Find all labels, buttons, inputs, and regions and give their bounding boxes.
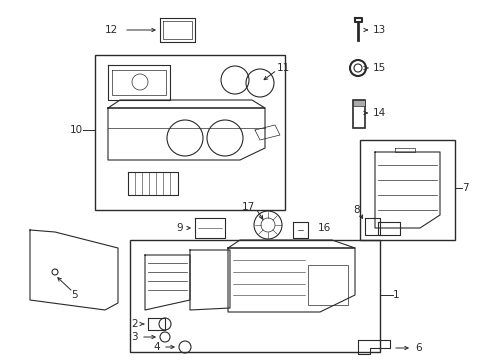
- Text: 5: 5: [72, 290, 78, 300]
- Text: 7: 7: [461, 183, 468, 193]
- Bar: [307, 265, 347, 305]
- Text: 13: 13: [372, 25, 386, 35]
- Text: 2: 2: [131, 319, 138, 329]
- Bar: [352, 100, 364, 128]
- Text: 12: 12: [104, 25, 118, 35]
- Bar: [352, 100, 364, 106]
- Text: 16: 16: [317, 223, 330, 233]
- Bar: [130, 240, 379, 352]
- Text: 14: 14: [372, 108, 386, 118]
- Text: 15: 15: [372, 63, 386, 73]
- Text: 9: 9: [176, 223, 183, 233]
- Text: 3: 3: [131, 332, 138, 342]
- Text: 17: 17: [241, 202, 254, 212]
- Text: 8: 8: [353, 205, 359, 215]
- Bar: [359, 140, 454, 240]
- Text: 4: 4: [153, 342, 160, 352]
- Text: 1: 1: [392, 290, 399, 300]
- Text: 10: 10: [70, 125, 83, 135]
- Bar: [95, 55, 285, 210]
- Text: 6: 6: [414, 343, 421, 353]
- Text: 11: 11: [276, 63, 290, 73]
